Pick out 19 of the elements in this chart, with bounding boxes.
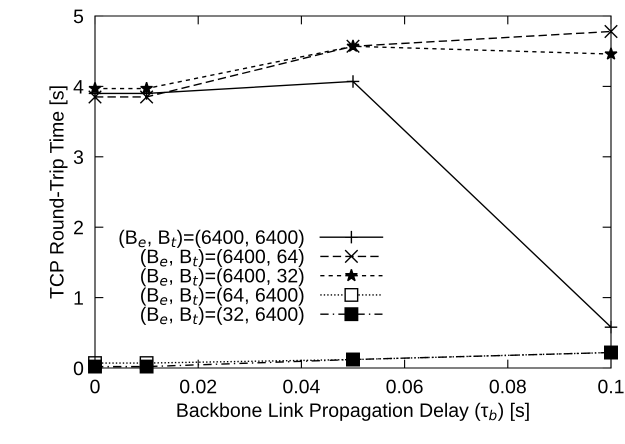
legend-label: (B$_{e}$, B$_{t}$)=(6400, 64)	[141, 248, 304, 268]
legend-label: (B$_{e}$, B$_{t}$)=(6400, 6400)	[119, 230, 304, 248]
x-tick-label: 0	[90, 380, 100, 394]
x-tick-label: 0.02	[180, 380, 216, 394]
x-tick-label: 0.06	[386, 380, 423, 394]
y-tick-label: 2	[74, 220, 83, 234]
y-axis-title: TCP Round-Trip Time [s]	[49, 86, 68, 299]
x-tick-label: 0.04	[283, 380, 320, 394]
y-tick-label: 4	[74, 80, 84, 94]
x-tick-label: 0.1	[598, 380, 624, 394]
x-tick-label: 0.08	[490, 380, 526, 394]
y-tick-label: 5	[74, 10, 84, 24]
x-axis-title: Backbone Link Propagation Delay (τ$_{b}$) [s]	[177, 402, 529, 421]
y-tick-label: 0	[74, 361, 84, 376]
y-tick-label: 3	[74, 150, 84, 164]
legend-label: (B$_{e}$, B$_{t}$)=(32, 6400)	[141, 306, 304, 325]
y-tick-label: 1	[74, 291, 83, 305]
legend-label: (B$_{e}$, B$_{t}$)=(64, 6400)	[141, 287, 304, 306]
legend-label: (B$_{e}$, B$_{t}$)=(6400, 32)	[141, 268, 304, 286]
